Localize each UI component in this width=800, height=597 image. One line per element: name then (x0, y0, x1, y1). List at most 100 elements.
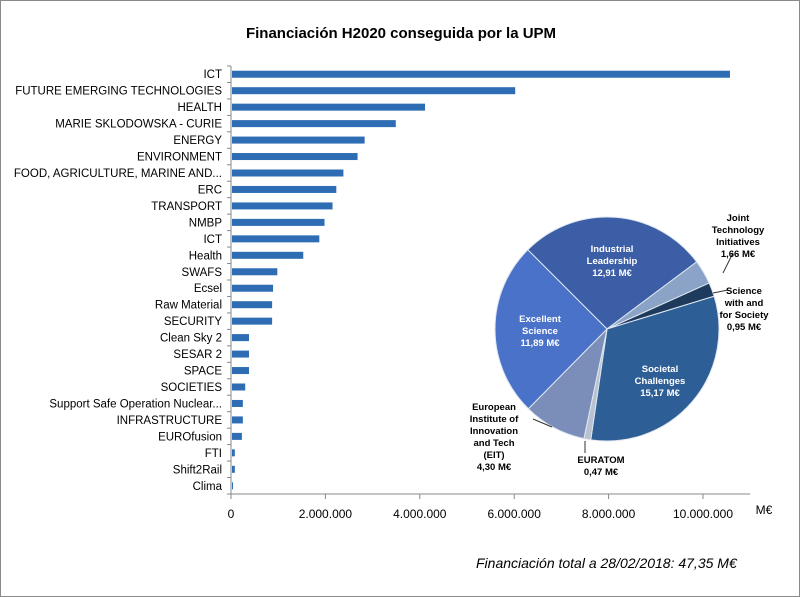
category-label: Clima (193, 481, 223, 493)
pie-label-line: EURATOM (577, 455, 624, 466)
bar-12 (232, 268, 278, 276)
bar-14 (232, 301, 273, 309)
pie-label-line: Science (726, 286, 762, 297)
bar-23 (232, 449, 235, 457)
bar-24 (232, 465, 235, 473)
pie-label-line: 11,89 M€ (520, 338, 560, 349)
pie-label-line: Innovation (470, 426, 518, 437)
category-label: SWAFS (182, 267, 223, 279)
bar-3 (232, 120, 396, 128)
category-label: ERC (198, 184, 222, 196)
category-label: SOCIETIES (161, 382, 223, 394)
bar-4 (232, 136, 365, 144)
bar-2 (232, 103, 426, 111)
pie-label-line: 15,17 M€ (640, 388, 680, 399)
pie-label-line: with and (724, 298, 764, 309)
category-label: ENVIRONMENT (137, 152, 222, 164)
bar-17 (232, 350, 249, 358)
pie-label-line: Science (522, 326, 558, 337)
category-label: Ecsel (194, 283, 222, 295)
bar-1 (232, 87, 516, 95)
category-label: Health (189, 250, 222, 262)
bar-15 (232, 317, 273, 325)
pie-label-line: Societal (642, 364, 678, 375)
x-tick-label: 0 (228, 507, 235, 521)
bar-16 (232, 334, 249, 342)
category-label: FTI (205, 448, 222, 460)
pie-label: Joint Technology Initiatives 1,66 M€ (712, 213, 765, 260)
category-label: FOOD, AGRICULTURE, MARINE AND... (14, 168, 222, 180)
pie-slice-0 (527, 216, 698, 330)
pie-label-line: Institute of (470, 414, 519, 425)
bar-5 (232, 153, 358, 161)
pie-label: EURATOM 0,47 M€ (577, 455, 624, 478)
category-label: FUTURE EMERGING TECHNOLOGIES (15, 86, 222, 98)
x-axis-label: M€ (756, 503, 773, 517)
pie-label-line: Leadership (587, 256, 638, 267)
pie-label-line: Industrial (591, 244, 634, 255)
category-label: TRANSPORT (151, 201, 222, 213)
category-label: SESAR 2 (173, 349, 222, 361)
pie-label-line: 4,30 M€ (477, 462, 512, 473)
x-tick-label: 6.000.000 (488, 507, 542, 521)
pie-label-line: 12,91 M€ (592, 268, 632, 279)
x-tick-label: 8.000.000 (582, 507, 636, 521)
pie-label-line: Joint (727, 213, 751, 224)
pie-label-line: (EIT) (483, 450, 504, 461)
pie-label: Science with and for Society 0,95 M€ (719, 286, 769, 333)
pie-label-line: Excellent (519, 314, 562, 325)
category-label: ENERGY (173, 135, 222, 147)
bar-19 (232, 383, 246, 391)
bar-25 (232, 482, 233, 490)
category-label: SECURITY (164, 316, 222, 328)
category-label: NMBP (189, 217, 223, 229)
pie-label: Industrial Leadership 12,91 M€ (587, 244, 638, 279)
bar-0 (232, 70, 730, 78)
bar-13 (232, 284, 274, 292)
bar-6 (232, 169, 344, 177)
category-label: Raw Material (155, 300, 222, 312)
category-label: SPACE (184, 366, 222, 378)
x-tick-label: 2.000.000 (299, 507, 353, 521)
bar-8 (232, 202, 333, 210)
bar-9 (232, 218, 325, 226)
pie-label-line: European (472, 402, 516, 413)
bar-20 (232, 399, 243, 407)
category-label: Clean Sky 2 (160, 333, 222, 345)
pie-label-line: Challenges (635, 376, 686, 387)
leader-line (712, 289, 729, 294)
pie-label-line: and Tech (474, 438, 515, 449)
total-funding-note: Financiación total a 28/02/2018: 47,35 M… (476, 555, 737, 571)
bar-7 (232, 185, 337, 193)
pie-label: Excellent Science 11,89 M€ (519, 314, 562, 349)
pie-label-line: 0,95 M€ (727, 322, 762, 333)
chart-title: Financiación H2020 conseguida por la UPM (245, 25, 557, 42)
pie-label-line: Initiatives (716, 237, 760, 248)
x-tick-label: 4.000.000 (393, 507, 447, 521)
leader-line (722, 252, 734, 274)
pie-label-line: 1,66 M€ (721, 249, 756, 260)
category-label: INFRASTRUCTURE (117, 415, 223, 427)
pie-label: Societal Challenges 15,17 M€ (635, 364, 686, 399)
category-label: Support Safe Operation Nuclear... (49, 398, 222, 410)
pie-slice-6 (494, 249, 608, 410)
category-label: MARIE SKLODOWSKA - CURIE (55, 119, 222, 131)
pie-label: European Institute of Innovation and Tech (E… (470, 402, 519, 473)
category-label: HEALTH (177, 102, 222, 114)
bar-10 (232, 235, 320, 243)
category-label: Shift2Rail (173, 464, 222, 476)
pie-label-line: 0,47 M€ (584, 467, 619, 478)
bar-11 (232, 251, 304, 259)
bar-22 (232, 432, 242, 440)
pie-label-line: Technology (712, 225, 765, 236)
leader-line (532, 418, 553, 428)
bar-18 (232, 367, 249, 375)
bar-21 (232, 416, 243, 424)
x-tick-label: 10.000.000 (673, 507, 733, 521)
pie-slice-3 (590, 295, 720, 442)
category-label: EUROfusion (158, 431, 222, 443)
pie-label-line: for Society (719, 310, 769, 321)
category-label: ICT (203, 69, 222, 81)
